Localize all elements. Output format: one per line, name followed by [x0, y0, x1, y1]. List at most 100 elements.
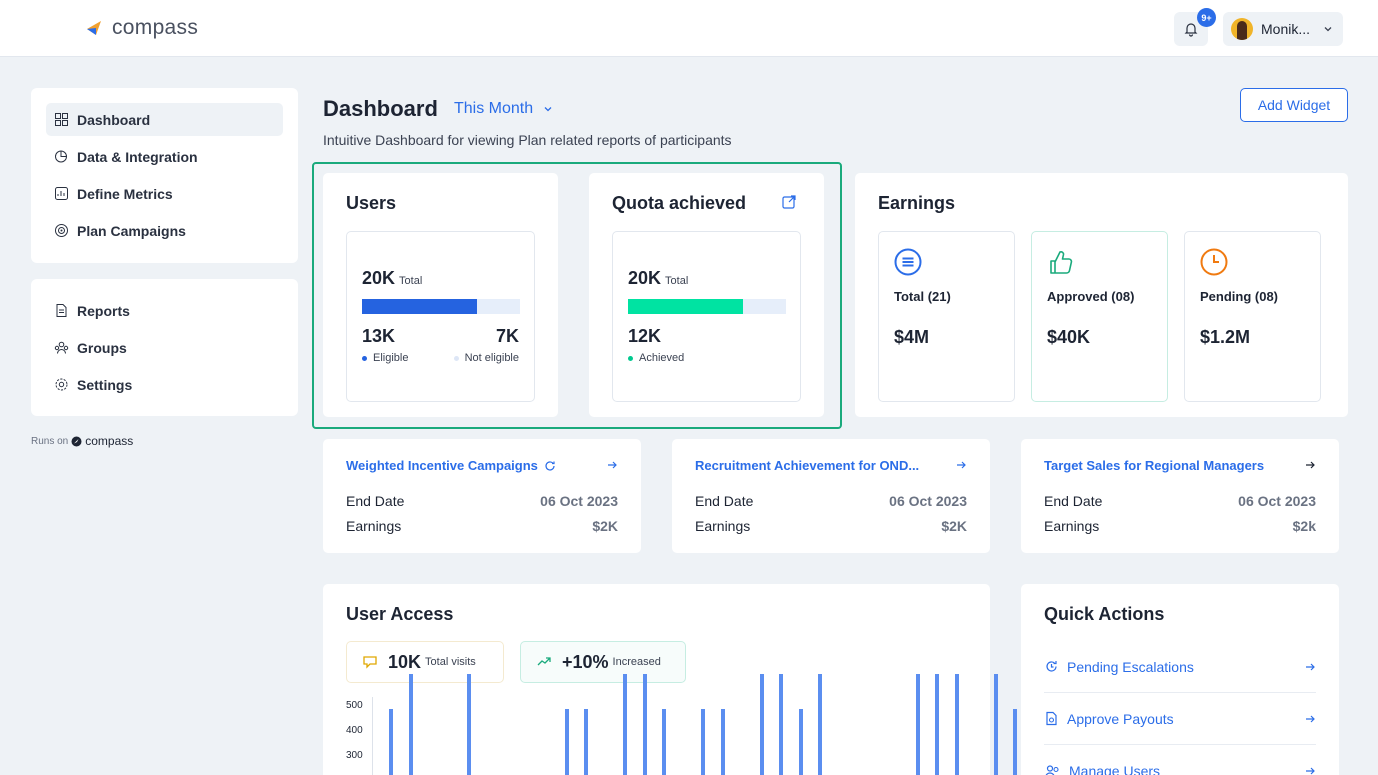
earnings-label: Earnings [695, 518, 751, 534]
compass-mini-logo-icon [71, 436, 82, 446]
increase-label: Increased [612, 656, 661, 668]
chart-bar[interactable] [564, 709, 569, 775]
quota-progress-fill [628, 299, 744, 314]
quota-card: Quota achieved 20K Total 12K Achieved [589, 173, 824, 417]
earnings-total-value: $4M [894, 327, 930, 347]
chart-bar[interactable] [798, 709, 803, 775]
quota-panel: 20K Total 12K Achieved [612, 231, 801, 402]
quick-actions-title: Quick Actions [1044, 604, 1165, 624]
payout-icon [1046, 711, 1057, 726]
period-dropdown[interactable]: This Month [454, 100, 553, 118]
chart-bar[interactable] [759, 674, 764, 775]
chart-bar[interactable] [818, 674, 822, 775]
legend-achieved: Achieved [628, 352, 684, 364]
sidebar-item-label: Reports [77, 302, 130, 319]
users-total-value: 20K [362, 268, 396, 288]
quick-action-pending-escalations[interactable]: Pending Escalations [1044, 641, 1316, 693]
earnings-value: $2K [941, 518, 967, 534]
chart-bar[interactable] [1013, 709, 1017, 775]
earnings-label: Earnings [1044, 518, 1100, 534]
campaign-title[interactable]: Weighted Incentive Campaigns [346, 458, 556, 473]
sidebar-item-groups[interactable]: Groups [46, 331, 283, 364]
logo[interactable]: compass [84, 16, 198, 40]
sidebar-item-data-integration[interactable]: Data & Integration [46, 140, 283, 173]
chart-bar[interactable] [389, 709, 393, 775]
total-visits-stat: 10K Total visits [346, 641, 504, 683]
add-widget-button[interactable]: Add Widget [1240, 88, 1348, 122]
total-visits-value: 10K [388, 651, 422, 672]
total-visits-label: Total visits [425, 656, 476, 668]
chart-bar[interactable] [935, 674, 939, 775]
users-progress [362, 299, 520, 314]
campaign-title[interactable]: Target Sales for Regional Managers [1044, 458, 1264, 473]
sidebar-item-label: Define Metrics [77, 185, 173, 202]
campaign-title[interactable]: Recruitment Achievement for OND... [695, 458, 919, 473]
arrow-right-icon[interactable] [606, 459, 618, 471]
sidebar-item-define-metrics[interactable]: Define Metrics [46, 177, 283, 210]
earnings-card: Earnings Total (21) $4M Approved (08) $4… [855, 173, 1348, 417]
campaign-end-date-row: End Date 06 Oct 2023 [346, 493, 618, 509]
campaign-title-text: Weighted Incentive Campaigns [346, 458, 538, 473]
notification-badge: 9+ [1197, 8, 1216, 27]
chart-bar[interactable] [642, 674, 647, 775]
chart-bar[interactable] [779, 674, 783, 775]
groups-icon [54, 341, 69, 354]
user-menu[interactable]: Monik... [1223, 12, 1343, 46]
expand-icon[interactable] [781, 194, 797, 210]
quota-total: 20K Total [628, 268, 688, 289]
dashboard-icon [55, 113, 68, 126]
quick-action-manage-users[interactable]: Manage Users [1044, 745, 1316, 775]
campaign-end-date-row: End Date 06 Oct 2023 [1044, 493, 1316, 509]
earnings-pending[interactable]: Pending (08) $1.2M [1184, 231, 1321, 402]
compass-logo-icon [87, 21, 101, 35]
end-date-label: End Date [695, 493, 754, 509]
campaign-card[interactable]: Weighted Incentive Campaigns End Date 06… [323, 439, 641, 553]
y-axis-line [372, 697, 373, 775]
earnings-total[interactable]: Total (21) $4M [878, 231, 1015, 402]
data-integration-icon [55, 150, 67, 163]
sidebar-item-label: Plan Campaigns [77, 222, 186, 239]
arrow-right-icon[interactable] [1304, 459, 1316, 471]
sidebar-item-dashboard[interactable]: Dashboard [46, 103, 283, 136]
users-progress-fill [362, 299, 478, 314]
legend-eligible: Eligible [362, 352, 408, 364]
earnings-label: Earnings [346, 518, 402, 534]
arrow-right-icon [1306, 663, 1315, 670]
earnings-value: $2K [592, 518, 618, 534]
chart-bar[interactable] [720, 709, 725, 775]
escalation-icon [1046, 661, 1057, 672]
end-date-value: 06 Oct 2023 [889, 493, 967, 509]
page-title: Dashboard [323, 96, 438, 121]
sidebar-item-reports[interactable]: Reports [46, 294, 283, 327]
runs-on-brand: compass [85, 434, 134, 448]
user-name: Monik... [1261, 21, 1311, 37]
chart-bar[interactable] [701, 709, 705, 775]
sidebar-item-settings[interactable]: Settings [46, 368, 283, 401]
earnings-value: $2k [1292, 518, 1316, 534]
logo-text: compass [112, 16, 199, 39]
chart-bar[interactable] [662, 709, 666, 775]
chart-bar[interactable] [408, 674, 413, 775]
chart-bar[interactable] [467, 674, 471, 775]
quick-action-label: Approve Payouts [1067, 710, 1174, 727]
quota-achieved: 12K [628, 326, 662, 346]
chart-bar[interactable] [954, 674, 959, 775]
sidebar-primary: Dashboard Data & Integration Define Metr… [31, 88, 298, 263]
campaign-card[interactable]: Target Sales for Regional Managers End D… [1021, 439, 1339, 553]
sidebar-secondary: Reports Groups Settings [31, 279, 298, 416]
clock-icon [1200, 248, 1228, 276]
users-title: Users [346, 193, 397, 213]
end-date-value: 06 Oct 2023 [1238, 493, 1316, 509]
chart-bar[interactable] [915, 674, 920, 775]
thumbs-up-icon [1050, 251, 1073, 274]
quick-action-approve-payouts[interactable]: Approve Payouts [1044, 693, 1316, 745]
chart-bar[interactable] [584, 709, 588, 775]
gear-icon [55, 378, 68, 391]
chart-bar[interactable] [623, 674, 627, 775]
campaign-earnings-row: Earnings $2k [1044, 518, 1316, 534]
earnings-approved[interactable]: Approved (08) $40K [1031, 231, 1168, 402]
campaign-card[interactable]: Recruitment Achievement for OND... End D… [672, 439, 990, 553]
chart-bar[interactable] [993, 674, 998, 775]
sidebar-item-plan-campaigns[interactable]: Plan Campaigns [46, 214, 283, 247]
arrow-right-icon[interactable] [955, 459, 967, 471]
